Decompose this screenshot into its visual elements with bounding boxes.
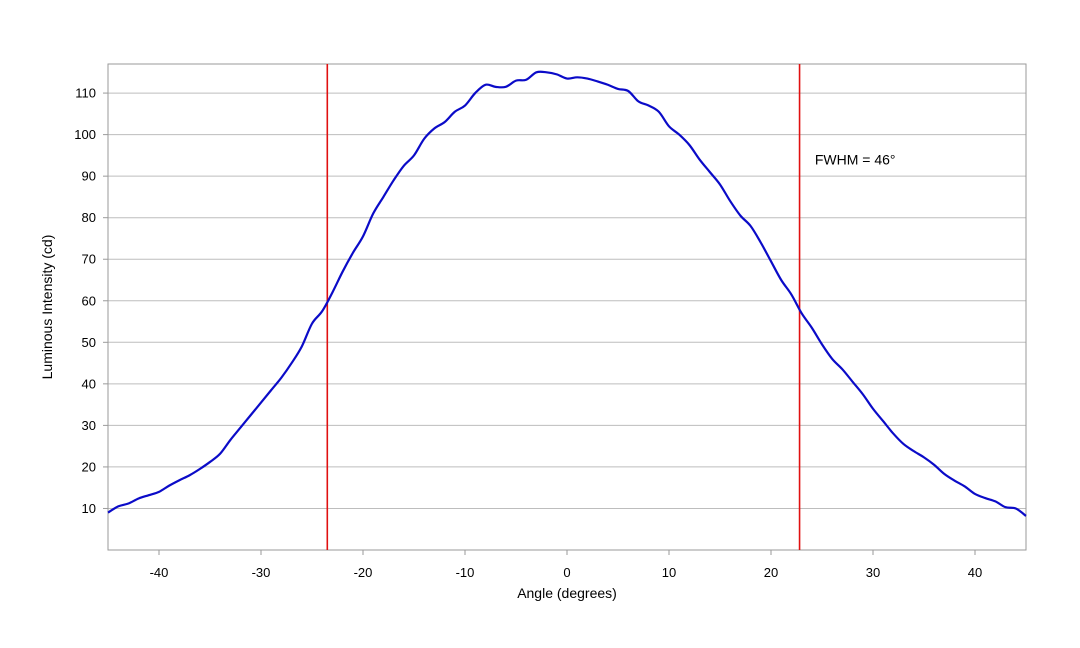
y-tick-label: 100 [74,127,96,142]
fwhm-annotation: FWHM = 46° [815,152,896,168]
x-tick-label: 0 [563,565,570,580]
intensity-curve [107,70,1027,517]
x-axis-title: Angle (degrees) [517,585,617,601]
y-tick-label: 50 [82,335,96,350]
y-tick-label: 60 [82,293,96,308]
series-layer [107,70,1027,517]
annotations: FWHM = 46° [815,152,896,168]
gridlines [108,92,1026,509]
x-tick-label: -30 [252,565,271,580]
y-tick-label: 110 [75,86,96,101]
y-tick-label: 20 [82,459,96,474]
y-tick-label: 80 [82,210,96,225]
x-tick-label: 20 [764,565,778,580]
x-tick-label: 40 [968,565,982,580]
x-tick-label: 10 [662,565,676,580]
x-tick-label: 30 [866,565,880,580]
y-tick-label: 10 [82,501,96,516]
x-axis-ticks: -40 -30 -20 -10 0 10 20 30 40 [150,550,982,580]
y-tick-label: 30 [82,418,96,433]
fwhm-markers [326,64,801,550]
y-axis-title: Luminous Intensity (cd) [39,235,55,380]
x-tick-label: -20 [354,565,373,580]
y-tick-label: 70 [82,252,96,267]
plot-frame [107,63,1027,551]
y-tick-label: 90 [82,169,96,184]
x-tick-label: -40 [150,565,169,580]
y-axis-ticks: 10 20 30 40 50 60 70 80 90 100 110 [74,86,108,516]
x-tick-label: -10 [456,565,475,580]
y-tick-label: 40 [82,376,96,391]
